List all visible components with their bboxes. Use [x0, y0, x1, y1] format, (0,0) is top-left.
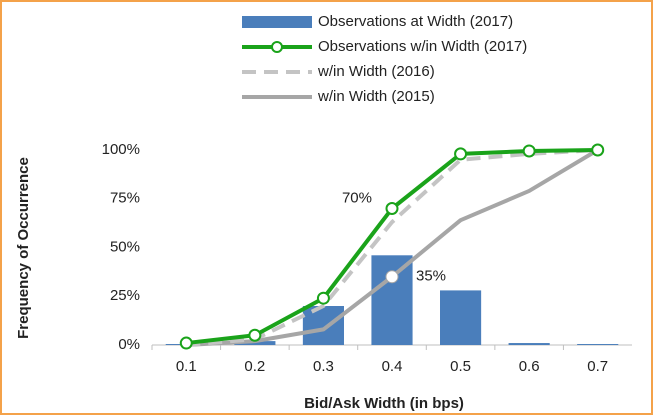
y-axis-label: Frequency of Occurrence [15, 157, 32, 339]
x-tick-label: 0.5 [450, 358, 471, 375]
legend-label: w/in Width (2016) [317, 63, 435, 80]
y-tick-label: 75% [110, 190, 140, 207]
marker [179, 336, 193, 350]
marker [385, 202, 399, 215]
x-tick-label: 0.6 [519, 358, 540, 375]
annotation: 35% [416, 268, 446, 285]
bar [371, 255, 413, 345]
x-tick-label: 0.7 [587, 358, 608, 375]
marker [454, 147, 468, 161]
y-tick-label: 25% [110, 287, 140, 304]
annotation-marker [385, 270, 399, 284]
x-axis-label: Bid/Ask Width (in bps) [304, 395, 464, 412]
y-tick-label: 0% [118, 336, 140, 353]
x-tick-label: 0.3 [313, 358, 334, 375]
legend-marker [271, 41, 283, 53]
x-tick-label: 0.1 [176, 358, 197, 375]
legend-label: w/in Width (2015) [317, 88, 435, 105]
x-tick-label: 0.4 [382, 358, 403, 375]
marker [522, 144, 536, 158]
annotation: 70% [342, 189, 372, 206]
y-tick-label: 100% [102, 141, 140, 158]
legend-label: Observations at Width (2017) [318, 13, 513, 30]
bar [577, 344, 619, 345]
marker [316, 291, 330, 305]
marker [248, 328, 262, 342]
bar [508, 343, 550, 345]
x-tick-label: 0.2 [244, 358, 265, 375]
y-tick-label: 50% [110, 238, 140, 255]
legend-swatch [242, 16, 312, 28]
bar [302, 306, 344, 345]
marker [591, 143, 605, 157]
legend-label: Observations w/in Width (2017) [318, 38, 527, 55]
bar [440, 290, 482, 345]
